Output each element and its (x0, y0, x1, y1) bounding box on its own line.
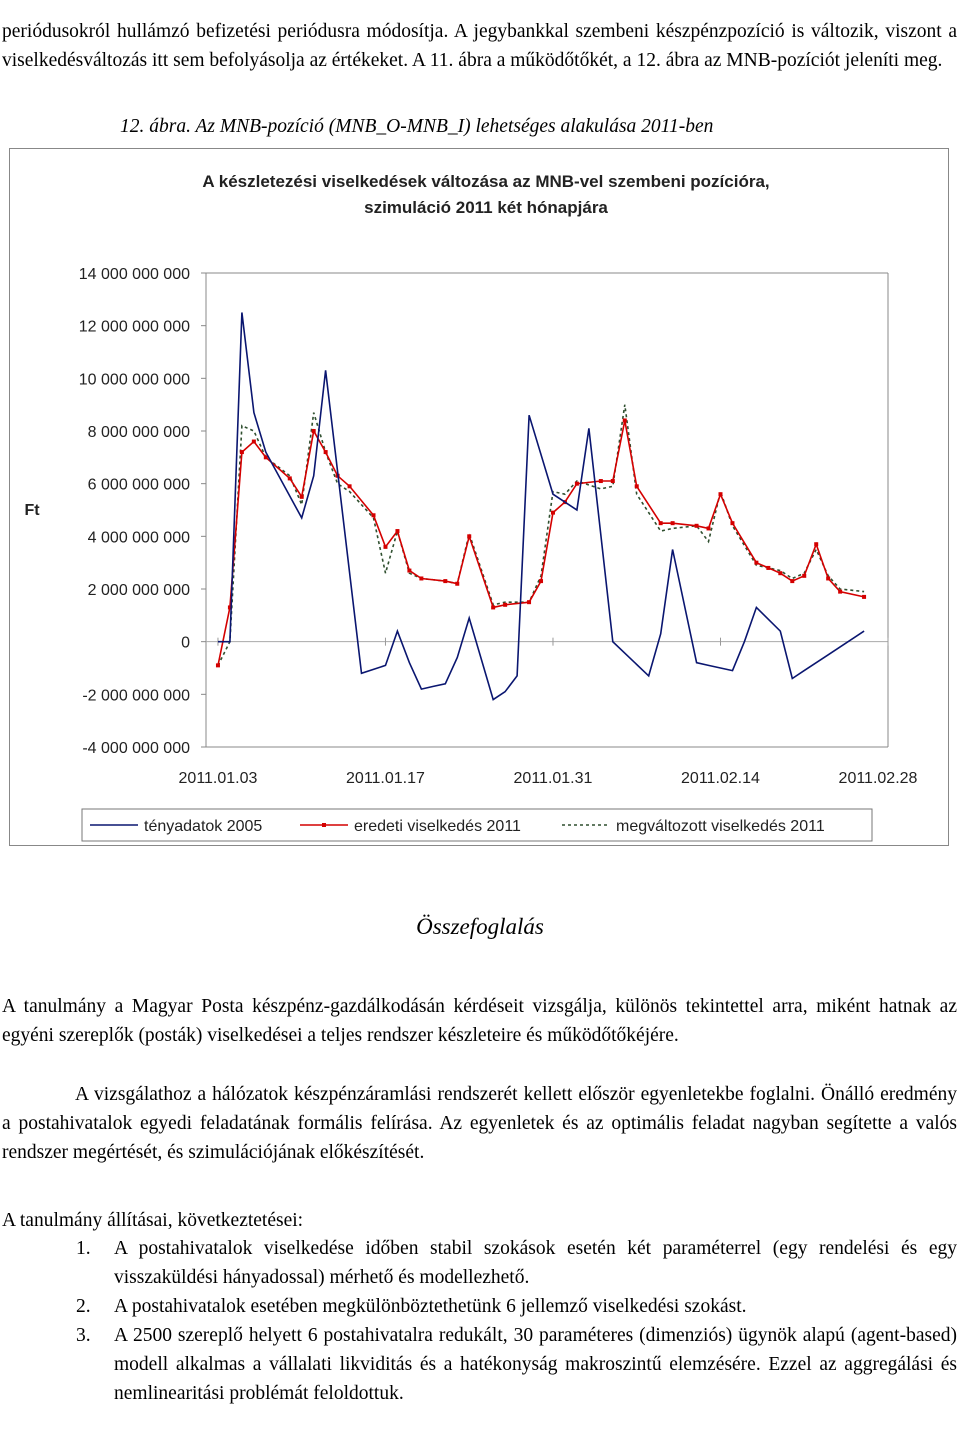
y-tick-label: 8 000 000 000 (88, 424, 190, 441)
y-tick-label: 0 (181, 635, 190, 652)
y-axis-label: Ft (24, 502, 40, 519)
series-point (814, 542, 819, 547)
series-point (323, 450, 328, 455)
legend-label: megváltozott viselkedés 2011 (616, 818, 825, 835)
claim-item: 2. A postahivatalok esetében megkülönbözt… (0, 1292, 957, 1321)
figure-caption: 12. ábra. Az MNB-pozíció (MNB_O-MNB_I) l… (120, 116, 714, 137)
series-point (467, 534, 472, 539)
legend-box (81, 808, 873, 842)
series-point (383, 544, 388, 549)
y-tick-label: 14 000 000 000 (79, 266, 190, 283)
claim-text: A postahivatalok esetében megkülönböztet… (114, 1296, 747, 1317)
series-point (694, 523, 699, 528)
series-line-3 (217, 404, 865, 666)
claims-heading: A tanulmány állításai, következtetései: (2, 1210, 304, 1231)
series-point (395, 529, 400, 534)
chart-title-line2: szimuláció 2011 két hónapjára (364, 198, 608, 217)
y-tick-label: 10 000 000 000 (79, 371, 190, 388)
series-point (634, 484, 639, 489)
series-point (610, 479, 615, 484)
chart-frame: A készletezési viselkedések változása az… (9, 148, 949, 846)
legend-marker (322, 823, 326, 827)
series-point (790, 579, 795, 584)
section-title: Összefoglalás (416, 914, 544, 939)
claim-item: 1. A postahivatalok viselkedése időben st… (0, 1234, 957, 1292)
series-point (407, 568, 412, 573)
summary-paragraph-2: A vizsgálathoz a hálózatok készpénzáraml… (2, 1080, 957, 1167)
series-point (239, 450, 244, 455)
series-point (778, 571, 783, 576)
series-point (371, 513, 376, 518)
series-point (287, 476, 292, 481)
series-point (550, 510, 555, 515)
series-line-1 (218, 312, 865, 701)
series-point (443, 579, 448, 584)
series-point (730, 521, 735, 526)
chart-title-line1: A készletezési viselkedések változása az… (202, 172, 769, 191)
series-point (718, 492, 723, 497)
series-point (838, 589, 843, 594)
series-point (503, 602, 508, 607)
series-point (622, 418, 627, 423)
claim-text: A postahivatalok viselkedése időben stab… (114, 1238, 957, 1288)
x-tick-label: 2011.01.03 (179, 770, 258, 787)
x-tick-label: 2011.01.31 (514, 770, 593, 787)
y-tick-label: -4 000 000 000 (82, 740, 190, 757)
series-point (251, 439, 256, 444)
claim-item: 3. A 2500 szereplő helyett 6 postahivatal… (0, 1321, 957, 1408)
series-point (754, 560, 759, 565)
series-point (491, 605, 496, 610)
series-point (227, 605, 232, 610)
summary-paragraph-1-text: A tanulmány a Magyar Posta készpénz-gazd… (2, 995, 957, 1046)
series-point (670, 521, 675, 526)
x-tick-label: 2011.02.14 (681, 770, 760, 787)
legend-label: tényadatok 2005 (144, 818, 262, 835)
series-point (706, 526, 711, 531)
series-point (598, 479, 603, 484)
series-point (215, 663, 220, 668)
chart-legend: tényadatok 2005 eredeti viselkedés 2011 me… (81, 808, 873, 842)
claim-number: 2. (76, 1296, 91, 1317)
series-point (802, 573, 807, 578)
series-point (419, 576, 424, 581)
series-point (347, 484, 352, 489)
summary-paragraph-1: A tanulmány a Magyar Posta készpénz-gazd… (2, 992, 957, 1050)
y-tick-label: 12 000 000 000 (79, 319, 190, 336)
claim-number: 1. (76, 1238, 91, 1259)
claims-list: 1. A postahivatalok viselkedése időben st… (0, 1234, 957, 1408)
claim-text: A 2500 szereplő helyett 6 postahivatalra… (114, 1325, 957, 1404)
series-point (862, 594, 867, 599)
x-tick-label: 2011.01.17 (346, 770, 425, 787)
series-point (263, 455, 268, 460)
series-point (574, 481, 579, 486)
y-tick-label: -2 000 000 000 (82, 687, 190, 704)
claim-number: 3. (76, 1325, 91, 1346)
series-point (826, 576, 831, 581)
y-tick-label: 6 000 000 000 (88, 477, 190, 494)
series-point (539, 579, 544, 584)
series-point (658, 521, 663, 526)
line-chart: A készletezési viselkedések változása az… (24, 172, 918, 842)
x-tick-label: 2011.02.28 (839, 770, 918, 787)
series-point (527, 600, 532, 605)
legend-label: eredeti viselkedés 2011 (354, 818, 521, 835)
series-point (766, 565, 771, 570)
y-tick-label: 4 000 000 000 (88, 529, 190, 546)
summary-paragraph-2-text: A vizsgálathoz a hálózatok készpénzáraml… (2, 1083, 957, 1163)
intro-paragraph: periódusokról hullámzó befizetési periód… (2, 20, 957, 71)
series-point (455, 581, 460, 586)
series-point (311, 429, 316, 433)
series-point (299, 494, 304, 499)
y-tick-label: 2 000 000 000 (88, 582, 190, 599)
